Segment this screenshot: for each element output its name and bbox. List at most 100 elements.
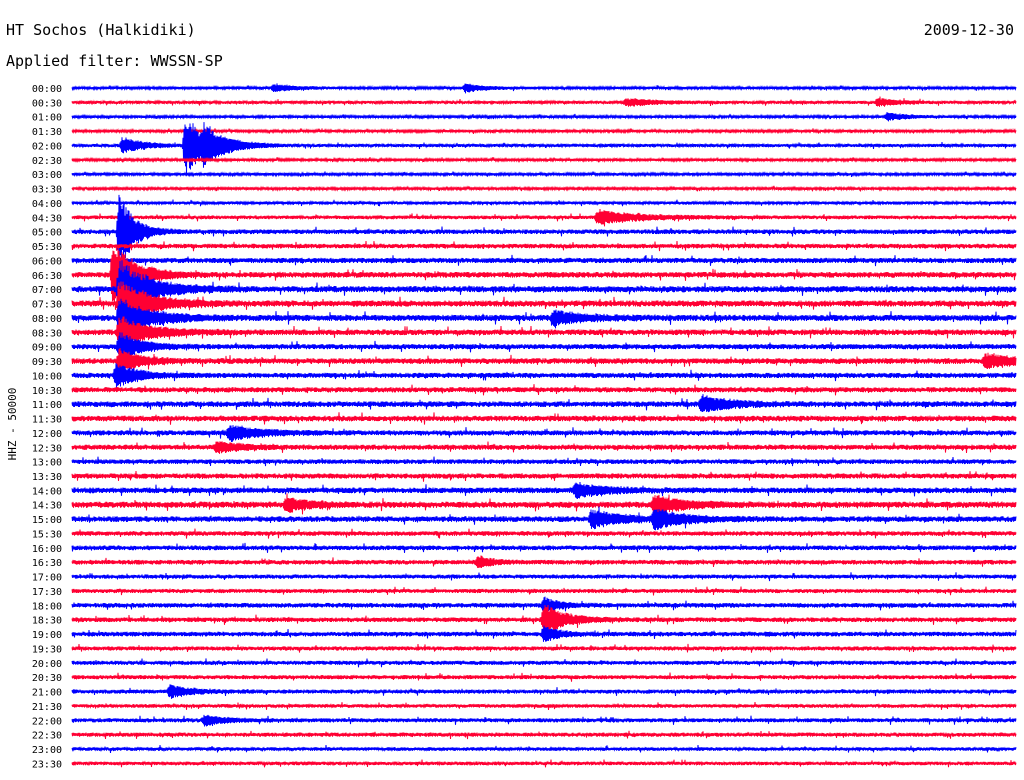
trace-1400 bbox=[71, 481, 1017, 500]
tick-label-1730: 17:30 bbox=[32, 587, 62, 598]
tick-label-2030: 20:30 bbox=[32, 673, 62, 684]
tick-label-0400: 04:00 bbox=[32, 199, 62, 210]
trace-0530 bbox=[71, 240, 1017, 252]
time-tick-labels: 00:00 00:30 01:00 01:30 02:00 02:30 03:00 03:30… bbox=[32, 84, 62, 770]
trace-0700 bbox=[71, 260, 1017, 317]
tick-label-1300: 13:00 bbox=[32, 458, 62, 469]
seismic-traces bbox=[71, 83, 1017, 768]
trace-0300 bbox=[71, 171, 1017, 178]
tick-label-2100: 21:00 bbox=[32, 688, 62, 699]
tick-label-2300: 23:00 bbox=[32, 745, 62, 756]
tick-label-2230: 22:30 bbox=[32, 731, 62, 742]
trace-1630 bbox=[71, 555, 1017, 569]
trace-0900 bbox=[71, 332, 1017, 362]
trace-0100 bbox=[71, 112, 1017, 122]
tick-label-0530: 05:30 bbox=[32, 242, 62, 253]
tick-label-1130: 11:30 bbox=[32, 415, 62, 426]
channel-label: HHZ - 50000 bbox=[6, 388, 19, 461]
trace-0730 bbox=[71, 281, 1017, 325]
tick-label-1600: 16:00 bbox=[32, 544, 62, 555]
tick-label-2200: 22:00 bbox=[32, 716, 62, 727]
trace-1330 bbox=[71, 470, 1017, 482]
trace-1730 bbox=[71, 586, 1017, 596]
tick-label-0130: 01:30 bbox=[32, 127, 62, 138]
tick-label-1930: 19:30 bbox=[32, 644, 62, 655]
trace-1100 bbox=[71, 394, 1017, 413]
tick-label-0100: 01:00 bbox=[32, 113, 62, 124]
trace-0330 bbox=[71, 185, 1017, 192]
trace-1900 bbox=[71, 625, 1017, 642]
trace-0800 bbox=[71, 298, 1017, 336]
tick-label-1100: 11:00 bbox=[32, 400, 62, 411]
tick-label-0230: 02:30 bbox=[32, 156, 62, 167]
trace-1230 bbox=[71, 441, 1017, 454]
tick-label-0730: 07:30 bbox=[32, 300, 62, 311]
tick-label-0930: 09:30 bbox=[32, 357, 62, 368]
tick-label-2000: 20:00 bbox=[32, 659, 62, 670]
trace-0400 bbox=[71, 199, 1017, 207]
trace-0230 bbox=[71, 156, 1017, 164]
trace-2330 bbox=[71, 759, 1017, 768]
tick-label-1900: 19:00 bbox=[32, 630, 62, 641]
trace-1530 bbox=[71, 528, 1017, 539]
trace-2000 bbox=[71, 658, 1017, 668]
tick-label-0500: 05:00 bbox=[32, 228, 62, 239]
tick-label-1700: 17:00 bbox=[32, 573, 62, 584]
trace-2100 bbox=[71, 684, 1017, 699]
trace-1430 bbox=[71, 493, 1017, 515]
tick-label-1330: 13:30 bbox=[32, 472, 62, 483]
record-date: 2009-12-30 bbox=[924, 21, 1014, 39]
tick-label-0000: 00:00 bbox=[32, 84, 62, 95]
tick-label-1030: 10:30 bbox=[32, 386, 62, 397]
trace-1200 bbox=[71, 425, 1017, 443]
tick-label-1000: 10:00 bbox=[32, 371, 62, 382]
tick-label-0630: 06:30 bbox=[32, 271, 62, 282]
trace-0930 bbox=[71, 347, 1017, 373]
trace-2300 bbox=[71, 745, 1017, 754]
tick-label-0200: 02:00 bbox=[32, 141, 62, 152]
trace-1500 bbox=[71, 506, 1017, 531]
trace-0830 bbox=[71, 316, 1017, 350]
tick-label-2330: 23:30 bbox=[32, 759, 62, 770]
trace-1700 bbox=[71, 572, 1017, 582]
trace-2230 bbox=[71, 730, 1017, 740]
trace-1030 bbox=[71, 384, 1017, 396]
trace-0130 bbox=[71, 127, 1017, 135]
tick-label-1830: 18:30 bbox=[32, 616, 62, 627]
tick-label-0900: 09:00 bbox=[32, 343, 62, 354]
trace-0430 bbox=[71, 208, 1017, 227]
trace-2200 bbox=[71, 714, 1017, 727]
tick-label-0700: 07:00 bbox=[32, 285, 62, 296]
tick-label-0330: 03:30 bbox=[32, 185, 62, 196]
trace-0500 bbox=[71, 194, 1017, 264]
trace-0200 bbox=[71, 122, 1017, 176]
trace-1600 bbox=[71, 542, 1017, 553]
tick-label-1400: 14:00 bbox=[32, 486, 62, 497]
tick-label-0030: 00:30 bbox=[32, 98, 62, 109]
tick-label-0830: 08:30 bbox=[32, 328, 62, 339]
trace-0630 bbox=[71, 248, 1017, 303]
tick-label-0430: 04:30 bbox=[32, 213, 62, 224]
trace-1000 bbox=[71, 363, 1017, 390]
trace-0600 bbox=[71, 254, 1017, 267]
tick-label-0800: 08:00 bbox=[32, 314, 62, 325]
trace-0030 bbox=[71, 96, 1017, 107]
trace-0000 bbox=[71, 83, 1017, 94]
trace-1300 bbox=[71, 456, 1017, 467]
trace-2030 bbox=[71, 672, 1017, 682]
station-title: HT Sochos (Halkidiki) bbox=[6, 21, 196, 39]
tick-label-1230: 12:30 bbox=[32, 443, 62, 454]
tick-label-0300: 03:00 bbox=[32, 170, 62, 181]
tick-label-1430: 14:30 bbox=[32, 501, 62, 512]
tick-label-1530: 15:30 bbox=[32, 529, 62, 540]
tick-label-1630: 16:30 bbox=[32, 558, 62, 569]
tick-label-0600: 06:00 bbox=[32, 256, 62, 267]
trace-1830 bbox=[71, 604, 1017, 635]
tick-label-1500: 15:00 bbox=[32, 515, 62, 526]
trace-2130 bbox=[71, 702, 1017, 710]
trace-1930 bbox=[71, 643, 1017, 653]
tick-label-1800: 18:00 bbox=[32, 601, 62, 612]
trace-1130 bbox=[71, 412, 1017, 425]
tick-label-1200: 12:00 bbox=[32, 429, 62, 440]
